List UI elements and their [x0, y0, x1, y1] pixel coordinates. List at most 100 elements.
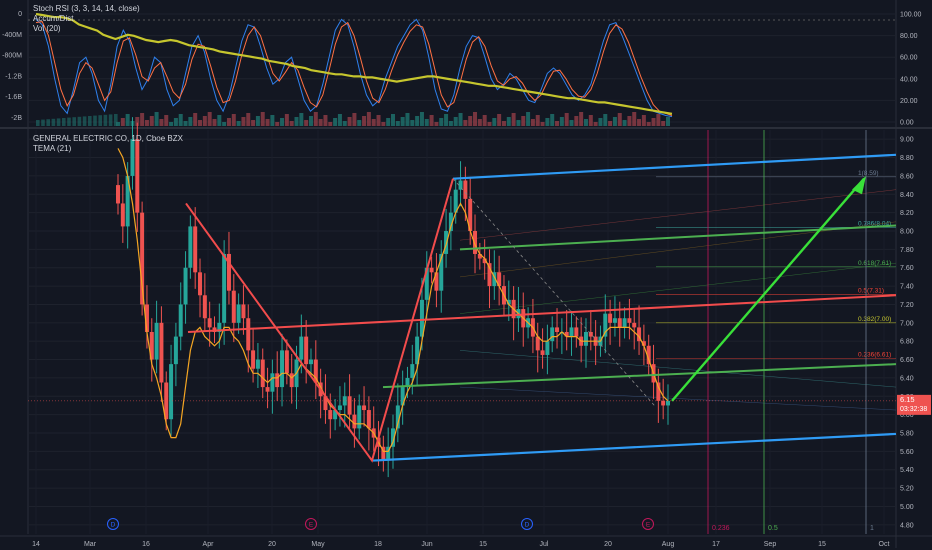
price-badge-countdown: 03:32:38 [900, 406, 927, 413]
candle-body [381, 446, 386, 461]
candle-body [574, 327, 579, 337]
time-tick-label: Jul [540, 541, 549, 548]
time-tick-label: 18 [374, 541, 382, 548]
candle-body [564, 332, 569, 337]
volume-bar [188, 117, 193, 126]
upper-pane-legend: Stoch RSI (3, 3, 14, 14, close) Accum/Di… [33, 4, 140, 34]
time-tick-label: Sep [764, 541, 777, 548]
candle-body [333, 410, 338, 420]
volume-bar [415, 116, 420, 126]
fib-level-label: 1(8.59) [858, 170, 879, 177]
volume-bar [56, 118, 61, 126]
volume-bar [564, 113, 569, 126]
event-marker [521, 518, 533, 530]
volume-bar [656, 114, 661, 126]
candle-body [198, 272, 203, 296]
tema-line [117, 148, 669, 452]
volume-bar [395, 121, 400, 126]
fib-level-label: 0.236(6.61) [858, 352, 891, 359]
volume-bar [429, 115, 434, 126]
volume-bar [169, 122, 174, 126]
volume-bar [530, 119, 535, 126]
time-tick-label: 14 [32, 541, 40, 548]
time-tick-label: 20 [268, 541, 276, 548]
candle-body [569, 327, 574, 337]
candle-body [154, 322, 159, 360]
volume-bar [651, 118, 656, 126]
volume-bar [477, 119, 482, 126]
candle-body [583, 332, 588, 346]
accum-tick-label: -400M [2, 32, 22, 39]
candle-body [434, 272, 439, 291]
candle-body [328, 410, 333, 420]
candle-body [439, 253, 444, 291]
volume-bar [381, 122, 386, 126]
volume-bar [424, 119, 429, 126]
volume-bar [487, 122, 492, 126]
candle-body [410, 364, 415, 378]
candle-body [275, 373, 280, 388]
candle-body [482, 258, 487, 264]
projection-arrow-line [671, 177, 865, 402]
volume-bar [41, 119, 45, 126]
price-tick-label: 5.20 [900, 486, 914, 493]
volume-bar [439, 118, 444, 126]
stoch-tick-label: 60.00 [900, 55, 918, 62]
price-tick-label: 6.40 [900, 375, 914, 382]
candle-body [555, 327, 560, 332]
fib-level-label: 0.618(7.61) [858, 260, 891, 267]
stoch-tick-label: 40.00 [900, 76, 918, 83]
volume-bar [198, 120, 203, 126]
volume-bar [313, 112, 318, 126]
candle-body [183, 267, 188, 305]
volume-bar [588, 115, 593, 126]
candle-body [144, 304, 149, 332]
price-badge-value: 6.15 [900, 395, 915, 404]
stoch-tick-label: 20.00 [900, 98, 918, 105]
volume-bar [342, 121, 347, 126]
time-tick-label: 17 [712, 541, 720, 548]
candle-body [641, 341, 646, 346]
candle-body [627, 318, 632, 323]
event-marker-label: E [309, 522, 314, 529]
candle-body [342, 396, 347, 406]
volume-bar [125, 114, 130, 126]
time-fib-label: 0.5 [768, 525, 778, 532]
candle-body [448, 212, 453, 231]
price-tick-label: 7.00 [900, 320, 914, 327]
volume-bar [501, 121, 506, 126]
price-tick-label: 5.80 [900, 431, 914, 438]
volume-bar [482, 115, 487, 126]
volume-bar [506, 117, 511, 126]
candle-body [178, 304, 183, 337]
fan-line [459, 189, 897, 241]
candle-body [386, 446, 391, 461]
time-tick-label: Jun [421, 541, 432, 548]
candle-body [637, 327, 642, 342]
volume-bar [473, 112, 478, 126]
channel-upper-mid-line [459, 224, 897, 251]
candle-body [656, 382, 661, 401]
volume-bar [357, 120, 362, 126]
candle-body [646, 345, 651, 365]
candle-body [202, 295, 207, 319]
candle-body [284, 350, 289, 374]
candle-body [159, 322, 164, 383]
candle-body [173, 336, 178, 365]
volume-bar [458, 113, 463, 126]
accum-tick-label: -2B [11, 115, 22, 122]
volume-bar [82, 116, 87, 126]
volume-bar [284, 114, 289, 126]
candle-body [391, 428, 395, 447]
time-tick-label: Oct [879, 541, 890, 548]
candle-body [588, 332, 593, 337]
volume-bar [347, 117, 352, 126]
price-tick-label: 8.00 [900, 229, 914, 236]
fib-level-label: 0.5(7.31) [858, 287, 884, 294]
candle-body [632, 322, 637, 328]
price-tick-label: 8.80 [900, 155, 914, 162]
time-fib-label: 0.236 [712, 525, 730, 532]
candle-body [666, 400, 670, 406]
candle-body [458, 180, 463, 190]
